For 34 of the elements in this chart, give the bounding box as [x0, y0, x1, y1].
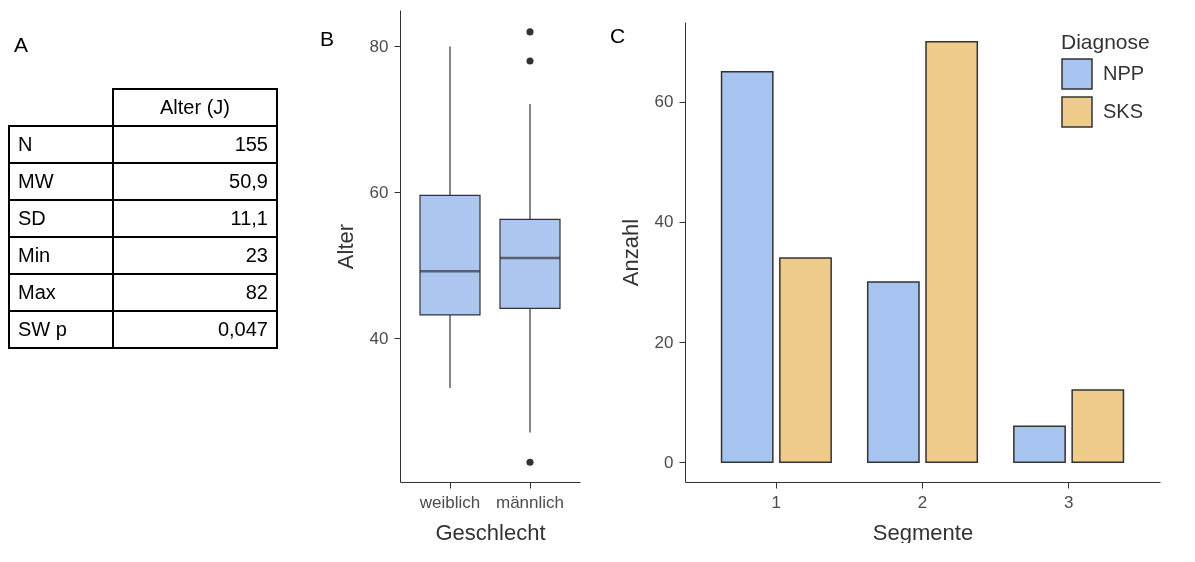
category-label: SD	[9, 200, 113, 237]
y-tick-label: 40	[654, 212, 674, 232]
y-tick-label: 40	[369, 328, 389, 348]
x-tick-label: 2	[917, 492, 928, 512]
legend-label: SKS	[1103, 100, 1144, 122]
data-label: 0,047	[113, 311, 277, 348]
legend-label: NPP	[1103, 62, 1145, 84]
data-label: 50,9	[113, 163, 277, 200]
category-label: Max	[9, 274, 113, 311]
y-tick-label: 0	[664, 452, 674, 472]
x-tick-label: männlich	[495, 492, 565, 512]
data-label: 82	[113, 274, 277, 311]
text: A	[14, 33, 29, 57]
y-tick-label: 20	[654, 332, 674, 352]
y-axis-title: Anzahl	[617, 218, 643, 287]
chart-title: C	[610, 24, 626, 47]
data-label: 23	[113, 237, 277, 274]
legend-label: Alter (J)	[113, 89, 277, 126]
x-tick-label: 3	[1063, 492, 1074, 512]
x-axis-title: Geschlecht	[435, 519, 546, 545]
data-label: 155	[113, 126, 277, 163]
category-label: N	[9, 126, 113, 163]
y-tick-label: 60	[654, 92, 674, 112]
x-tick-label: weiblich	[418, 492, 481, 512]
text: B	[320, 27, 335, 50]
y-tick-label: 60	[369, 182, 389, 202]
data-label: 11,1	[113, 200, 277, 237]
x-tick-label: 1	[771, 492, 782, 512]
category-label: Min	[9, 237, 113, 274]
legend-title: Diagnose	[1061, 30, 1150, 53]
category-label: MW	[9, 163, 113, 200]
y-tick-label: 80	[369, 36, 389, 56]
y-axis-title: Alter	[332, 223, 358, 270]
category-label: SW p	[9, 311, 113, 348]
